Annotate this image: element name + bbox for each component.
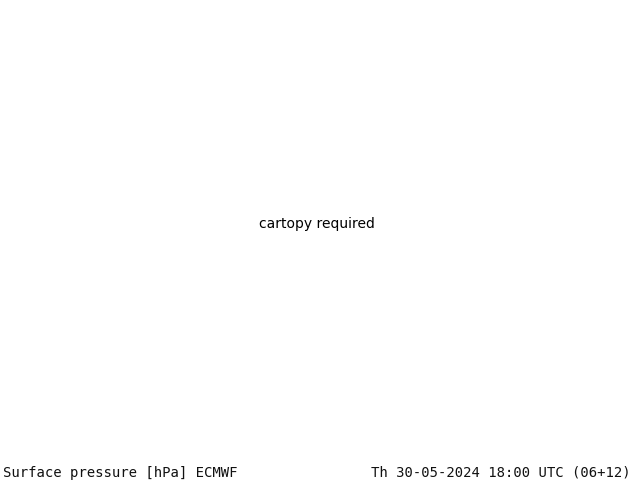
Text: Th 30-05-2024 18:00 UTC (06+12): Th 30-05-2024 18:00 UTC (06+12) (371, 466, 631, 480)
Text: Surface pressure [hPa] ECMWF: Surface pressure [hPa] ECMWF (3, 466, 238, 480)
Text: cartopy required: cartopy required (259, 217, 375, 231)
